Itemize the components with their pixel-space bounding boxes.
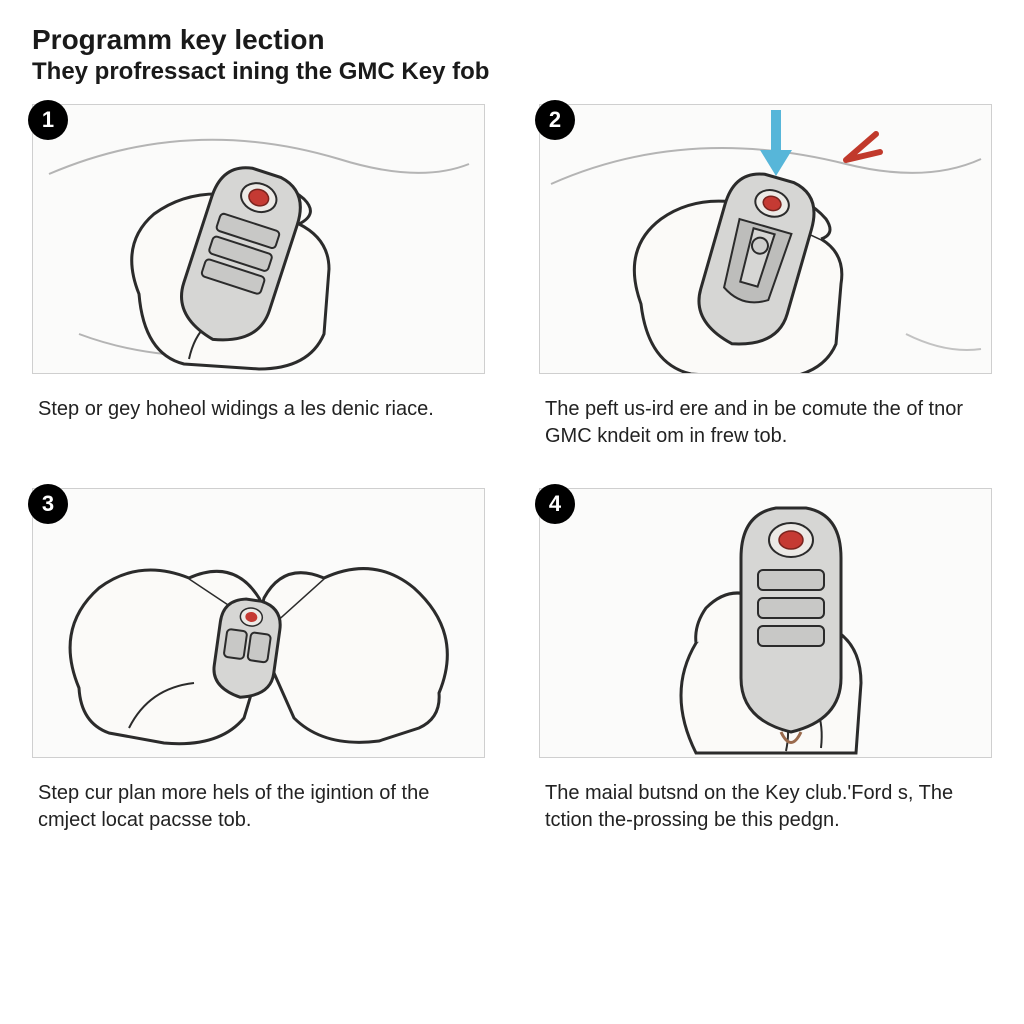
step-panel	[32, 104, 485, 374]
step-panel	[32, 488, 485, 758]
step-badge: 4	[535, 484, 575, 524]
step-panel	[539, 488, 992, 758]
step-4: 4	[539, 488, 992, 834]
arrow-down-icon	[760, 110, 792, 176]
steps-grid: 1	[32, 104, 992, 834]
step-1: 1	[32, 104, 485, 450]
step-2: 2	[539, 104, 992, 450]
step-badge: 2	[535, 100, 575, 140]
step-caption: Step cur plan more hels of the igintion …	[32, 780, 485, 834]
step-caption: The maial butsnd on the Key club.'Ford s…	[539, 780, 992, 834]
illustration-hand-holding-fob-vertical	[546, 488, 986, 758]
step-caption: The peft us-ird ere and in be comute the…	[539, 396, 992, 450]
step-badge: 1	[28, 100, 68, 140]
step-badge: 3	[28, 484, 68, 524]
step-3: 3	[32, 488, 485, 834]
arrow-mark-icon	[846, 134, 880, 160]
illustration-two-hands-small-fob	[39, 488, 479, 758]
step-panel	[539, 104, 992, 374]
illustration-hand-holding-fob	[39, 104, 479, 374]
step-caption: Step or gey hoheol widings a les denic r…	[32, 396, 485, 423]
illustration-insert-key-fob	[546, 104, 986, 374]
page-subtitle: They profressact ining the GMC Key fob	[32, 58, 992, 86]
page-title: Programm key lection	[32, 24, 992, 56]
